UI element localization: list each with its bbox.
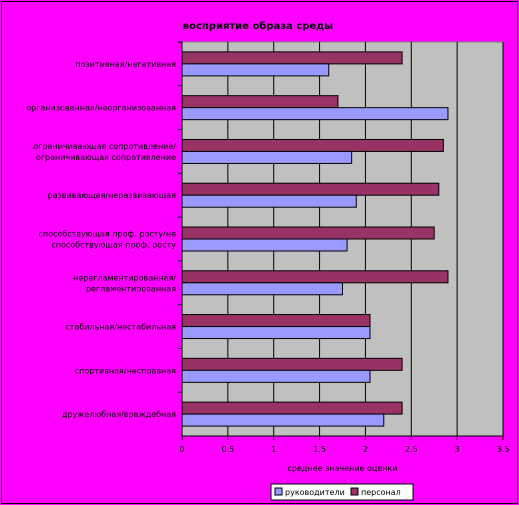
bar-руководители [181,194,357,208]
category-label: дружелюбная/враждебная [62,410,176,419]
bar-персонал [181,357,403,371]
category-label: нерегламентированная/ [73,273,176,282]
x-axis-label: среднее значение оценки [288,464,398,473]
category-label: способствующая проф. росту/не [38,230,176,239]
category-label: способствующая проф. росту [51,241,176,250]
x-tick-label: 3.5 [497,445,510,454]
legend-swatch-руководители [274,487,283,496]
chart-title: восприятие образа среды [183,20,333,32]
x-tick-label: 2.5 [405,445,418,454]
legend [270,483,414,501]
bar-руководители [181,369,371,383]
x-tick-label: 3 [455,445,460,454]
bar-персонал [181,95,339,109]
category-label: организованная/неорганизованная [26,104,176,113]
bar-руководители [181,63,330,77]
category-label: спортивная/несправная [75,366,176,375]
bar-персонал [181,182,440,196]
bar-руководители [181,282,343,296]
x-tick-label: 1.5 [313,445,326,454]
category-label: развивающая/неразвивающая [48,191,177,200]
category-label: позитивная/негативная [75,60,176,69]
bar-персонал [181,138,444,152]
x-tick-label: 2 [363,445,368,454]
x-tick-label: 0 [179,445,184,454]
bar-персонал [181,314,371,328]
category-label: стабильная/нестабильная [65,323,176,332]
x-tick-label: 1 [271,445,276,454]
bar-руководители [181,150,353,164]
bar-персонал [181,401,403,415]
category-label: ограничивающая сопротивление [36,153,176,162]
bar-руководители [181,107,449,121]
category-label: регламентированная [86,284,176,293]
bar-персонал [181,226,435,240]
legend-swatch-персонал [350,487,359,496]
bar-руководители [181,413,385,427]
bar-руководители [181,326,371,340]
category-label: ограничивающая сопротивление/ [33,142,176,151]
bar-персонал [181,270,449,284]
bar-руководители [181,238,348,252]
legend-label: персонал [361,488,401,497]
x-tick-label: 0.5 [221,445,234,454]
legend-label: руководители [285,488,345,497]
bar-персонал [181,51,403,65]
